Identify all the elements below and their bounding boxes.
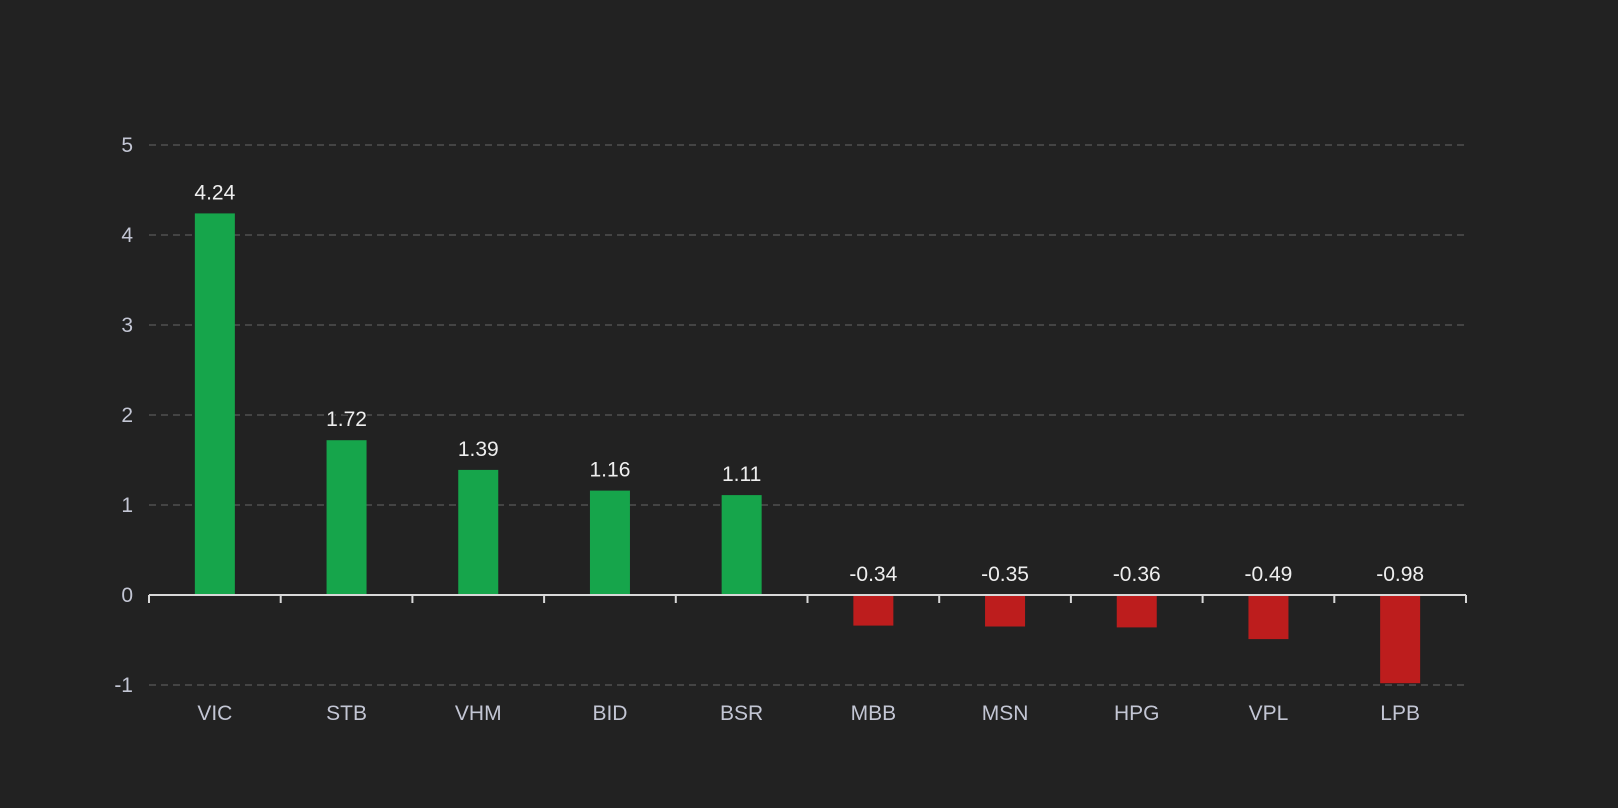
x-tick-label-bsr: BSR	[720, 702, 763, 725]
x-axis	[148, 594, 1467, 603]
data-label-mbb: -0.34	[849, 563, 897, 586]
bar-stb[interactable]	[326, 440, 367, 595]
x-tick-label-lpb: LPB	[1380, 702, 1420, 725]
x-tick-label-vic: VIC	[197, 702, 232, 725]
data-label-vpl: -0.49	[1245, 563, 1293, 586]
x-tick-label-hpg: HPG	[1114, 702, 1160, 725]
x-tick-label-msn: MSN	[982, 702, 1029, 725]
bar-vpl[interactable]	[1248, 595, 1289, 640]
data-label-lpb: -0.98	[1376, 563, 1424, 586]
x-tick-label-stb: STB	[326, 702, 367, 725]
bar-msn[interactable]	[985, 595, 1026, 627]
data-label-vic: 4.24	[194, 181, 235, 204]
y-tick-label: 2	[121, 404, 133, 427]
bar-bid[interactable]	[589, 490, 630, 595]
x-tick-label-mbb: MBB	[851, 702, 897, 725]
data-label-msn: -0.35	[981, 563, 1029, 586]
bar-lpb[interactable]	[1380, 595, 1421, 684]
data-label-vhm: 1.39	[458, 438, 499, 461]
bar-vic[interactable]	[194, 213, 235, 595]
x-axis-tick-labels: VIC STB VHM BID BSR MBB MSN HPG VPL LPB	[197, 702, 1420, 725]
data-label-hpg: -0.36	[1113, 563, 1161, 586]
data-label-bid: 1.16	[590, 459, 631, 482]
bar-vhm[interactable]	[458, 469, 499, 595]
x-tick-label-vpl: VPL	[1249, 702, 1289, 725]
x-tick-label-vhm: VHM	[455, 702, 502, 725]
y-tick-label: 0	[121, 584, 133, 607]
x-tick-label-bid: BID	[592, 702, 627, 725]
y-tick-label: 3	[121, 314, 133, 337]
y-tick-label: 4	[121, 224, 133, 247]
bars	[194, 213, 1421, 684]
bar-hpg[interactable]	[1116, 595, 1157, 628]
y-tick-label: 5	[121, 134, 133, 157]
grid-lines	[149, 144, 1466, 686]
y-axis-tick-labels: -1 0 1 2 3 4 5	[114, 134, 133, 697]
data-labels: 4.24 1.72 1.39 1.16 1.11 -0.34 -0.35 -0.36 -0.49…	[193, 180, 1426, 588]
bar-bsr[interactable]	[721, 495, 762, 595]
y-tick-label: -1	[114, 674, 133, 697]
data-label-stb: 1.72	[326, 408, 367, 431]
data-label-bsr: 1.11	[722, 463, 761, 486]
y-tick-label: 1	[121, 494, 133, 517]
bar-mbb[interactable]	[853, 595, 894, 626]
